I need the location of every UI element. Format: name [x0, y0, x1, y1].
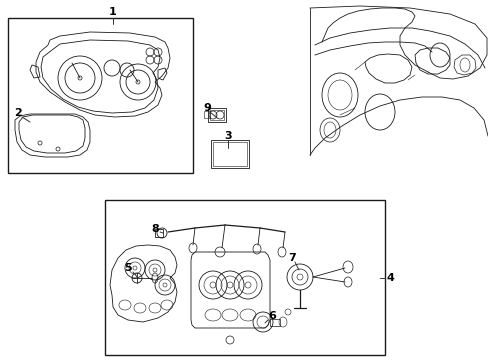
Text: 6: 6	[267, 311, 275, 321]
Text: 2: 2	[14, 108, 22, 118]
Text: 7: 7	[287, 253, 295, 263]
Bar	[210, 140, 248, 168]
Text: 9: 9	[203, 103, 210, 113]
Bar	[209, 110, 224, 120]
Bar	[155, 229, 163, 237]
Bar	[203, 111, 209, 118]
Text: 3: 3	[224, 131, 231, 141]
Bar	[207, 108, 225, 122]
Bar	[213, 142, 246, 166]
Text: 5: 5	[124, 263, 132, 273]
Text: 1: 1	[109, 7, 117, 17]
Bar	[105, 200, 384, 355]
Bar	[269, 319, 280, 326]
Bar	[8, 18, 193, 173]
Text: 4: 4	[385, 273, 393, 283]
Text: 8: 8	[151, 224, 159, 234]
